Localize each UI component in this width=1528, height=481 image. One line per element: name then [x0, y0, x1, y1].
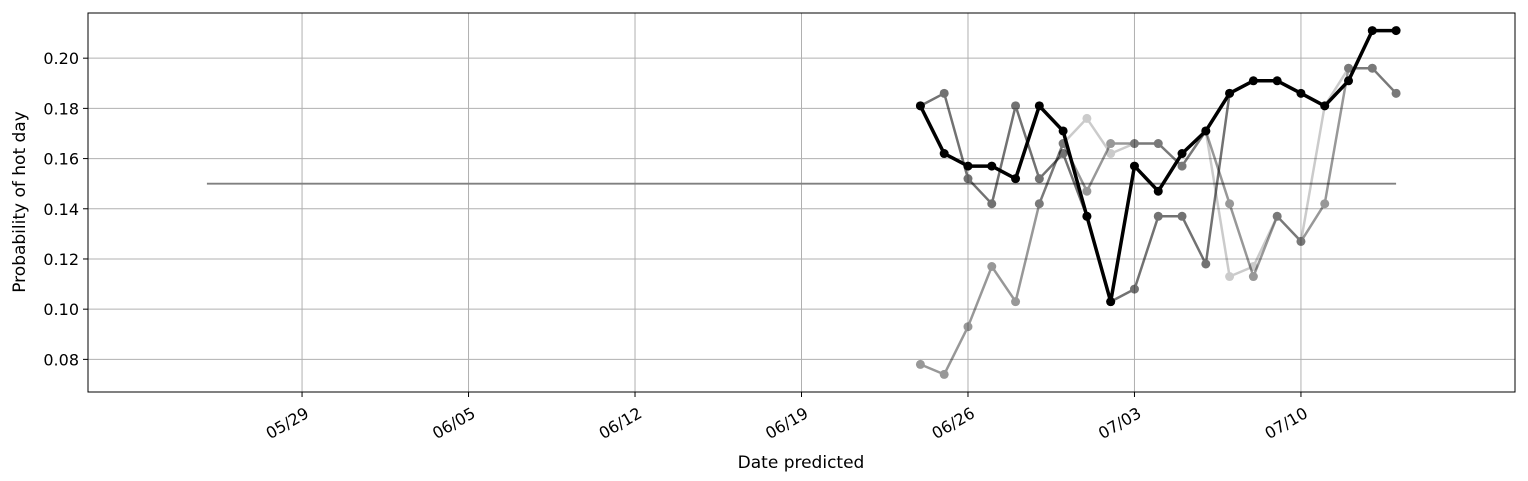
- data-point: [1058, 149, 1068, 159]
- data-point: [915, 359, 925, 369]
- data-point: [1011, 101, 1021, 111]
- x-tick-label: 05/29: [263, 403, 312, 443]
- data-point: [1225, 199, 1235, 209]
- data-point: [1391, 88, 1401, 98]
- data-point: [1177, 211, 1187, 221]
- data-point: [1320, 101, 1330, 111]
- data-point: [1225, 88, 1235, 98]
- data-point: [1272, 211, 1282, 221]
- x-axis-label: Date predicted: [738, 453, 865, 473]
- data-point: [1344, 76, 1354, 86]
- data-point: [1296, 236, 1306, 246]
- y-tick-label: 0.12: [43, 250, 79, 269]
- data-point: [1034, 174, 1044, 184]
- data-point: [1367, 63, 1377, 73]
- y-tick-label: 0.08: [43, 350, 79, 369]
- data-point: [1177, 161, 1187, 171]
- y-tick-label: 0.14: [43, 200, 79, 219]
- data-point: [963, 161, 973, 171]
- data-point: [1201, 259, 1211, 269]
- y-tick-label: 0.10: [43, 300, 79, 319]
- data-point: [1153, 139, 1163, 149]
- data-point: [1106, 297, 1116, 307]
- data-point: [1082, 186, 1092, 196]
- data-point: [1248, 262, 1258, 272]
- x-tick-label: 06/05: [429, 403, 478, 443]
- data-point: [1106, 139, 1116, 149]
- data-point: [1367, 26, 1377, 36]
- x-tick-label: 06/19: [762, 403, 811, 443]
- data-point: [1344, 63, 1354, 73]
- x-tick-label: 07/10: [1262, 403, 1311, 443]
- data-point: [1129, 161, 1139, 171]
- y-tick-label: 0.16: [43, 150, 79, 169]
- x-tick-label: 06/26: [929, 403, 978, 443]
- series-group: [915, 26, 1401, 379]
- x-tick-label: 06/12: [596, 403, 645, 443]
- data-point: [1153, 186, 1163, 196]
- data-point: [1129, 139, 1139, 149]
- data-point: [1296, 88, 1306, 98]
- data-point: [1034, 101, 1044, 111]
- data-point: [1272, 211, 1282, 221]
- data-point: [1177, 149, 1187, 159]
- data-point: [1034, 199, 1044, 209]
- data-point: [1153, 211, 1163, 221]
- data-point: [1391, 26, 1401, 36]
- y-tick-label: 0.18: [43, 99, 79, 118]
- data-point: [1129, 284, 1139, 294]
- series-2: [915, 63, 1401, 379]
- data-point: [1011, 297, 1021, 307]
- series-4: [915, 26, 1401, 307]
- data-point: [1129, 139, 1139, 149]
- data-point: [1058, 126, 1068, 136]
- data-point: [1153, 139, 1163, 149]
- data-point: [1082, 211, 1092, 221]
- data-point: [1225, 272, 1235, 282]
- data-point: [939, 149, 949, 159]
- series-line: [919, 66, 1398, 376]
- data-point: [1034, 199, 1044, 209]
- data-point: [1344, 63, 1354, 73]
- data-point: [1106, 149, 1116, 159]
- data-point: [1082, 113, 1092, 123]
- data-point: [1011, 174, 1021, 184]
- series-line: [1038, 66, 1398, 278]
- data-point: [963, 174, 973, 184]
- y-axis-label: Probability of hot day: [10, 111, 30, 293]
- data-point: [1177, 161, 1187, 171]
- data-point: [1391, 88, 1401, 98]
- data-point: [987, 262, 997, 272]
- data-point: [915, 101, 925, 111]
- data-point: [939, 369, 949, 379]
- data-point: [1367, 63, 1377, 73]
- y-tick-label: 0.20: [43, 49, 79, 68]
- data-point: [1248, 272, 1258, 282]
- data-point: [1320, 199, 1330, 209]
- grid: [88, 13, 1515, 392]
- data-point: [939, 88, 949, 98]
- data-point: [1296, 236, 1306, 246]
- data-point: [1272, 76, 1282, 86]
- series-line: [919, 92, 1231, 303]
- series-3: [915, 88, 1235, 307]
- x-tick-label: 07/03: [1095, 403, 1144, 443]
- data-point: [987, 199, 997, 209]
- data-point: [987, 161, 997, 171]
- data-point: [1248, 76, 1258, 86]
- data-point: [1201, 126, 1211, 136]
- data-point: [963, 322, 973, 332]
